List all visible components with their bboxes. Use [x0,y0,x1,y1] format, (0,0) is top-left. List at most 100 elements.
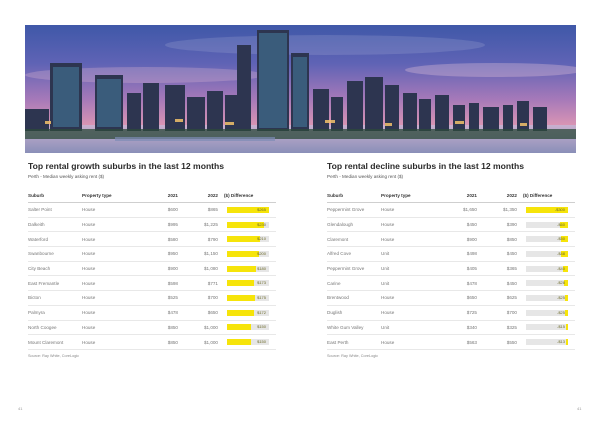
difference-cell: -$25 [523,290,575,306]
difference-cell: -$300 [523,202,575,218]
difference-cell: -$40 [523,261,575,277]
difference-bar-fill [564,294,568,301]
difference-bar-fill [227,236,261,243]
table-row: Dalkeith House $995 $1,225 $230 [28,217,276,233]
suburb-cell: White Gum Valley [327,320,381,336]
property-type-cell: Unit [381,246,455,262]
property-type-cell: House [82,275,156,292]
suburb-cell: Duglish [327,305,381,321]
difference-value: $265 [257,206,266,212]
difference-value: -$25 [556,309,565,315]
suburb-cell: East Fremantle [28,275,82,292]
value-2022-cell: $450 [483,246,523,262]
decline-source: Source: Ray White, CoreLogic [327,354,379,358]
table-row: Swanbourne House $950 $1,150 $200 [28,246,276,262]
difference-cell: $150 [224,334,276,350]
property-type-cell: House [381,202,455,218]
table-row: Bicton House $525 $700 $175 [28,290,276,306]
difference-value: -$60 [556,221,565,227]
suburb-cell: Dalkeith [28,217,82,233]
difference-bar-fill [559,221,568,228]
value-2022-cell: $1,150 [184,246,224,262]
difference-value: $150 [257,339,266,345]
difference-bar: -$40 [526,265,568,272]
growth-title: Top rental growth suburbs in the last 12… [28,161,225,171]
difference-cell: $210 [224,231,276,248]
table-header-row: Suburb Property type 2021 2022 ($) Diffe… [28,189,276,203]
table-row: East Fremantle House $598 $771 $173 [28,275,276,292]
difference-value: -$25 [556,294,565,300]
table-row: Brentwood House $650 $625 -$25 [327,290,575,306]
difference-value: -$48 [556,250,565,256]
table-row: Carine Unit $478 $450 -$28 [327,275,575,292]
value-2022-cell: $1,080 [184,261,224,277]
difference-value: $200 [257,250,266,256]
property-type-cell: House [82,320,156,336]
difference-bar: $150 [227,339,269,346]
growth-subtitle: Perth - Median weekly asking rent ($) [28,174,105,179]
value-2022-cell: $650 [184,305,224,321]
table-row: Peppermint Grove House $1,650 $1,350 -$300 [327,202,575,218]
difference-bar-fill [562,265,568,272]
difference-cell: $173 [224,275,276,292]
header-suburb: Suburb [28,189,82,203]
difference-value: $150 [257,324,266,330]
header-difference: ($) Difference [523,189,575,203]
property-type-cell: House [82,261,156,277]
difference-bar: $180 [227,265,269,272]
value-2022-cell: $450 [483,275,523,292]
suburb-cell: Waterford [28,231,82,248]
difference-cell: $172 [224,305,276,321]
difference-bar-fill [227,221,264,228]
difference-bar: $175 [227,294,269,301]
value-2021-cell: $900 [156,261,184,277]
difference-bar-fill [227,280,255,287]
suburb-cell: North Coogee [28,320,82,336]
value-2021-cell: $900 [455,231,483,248]
table-row: Claremont House $900 $850 -$50 [327,231,575,248]
difference-value: -$15 [556,324,565,330]
property-type-cell: House [381,290,455,306]
page-number-right: 41 [577,406,582,411]
difference-value: $180 [257,265,266,271]
table-row: City Beach House $900 $1,080 $180 [28,261,276,277]
table-row: Peppermint Grove Unit $405 $365 -$40 [327,261,575,277]
header-suburb: Suburb [327,189,381,203]
table-row: White Gum Valley Unit $340 $325 -$15 [327,320,575,336]
value-2022-cell: $865 [184,202,224,218]
value-2021-cell: $478 [455,275,483,292]
property-type-cell: House [381,231,455,248]
difference-bar: $230 [227,221,269,228]
difference-bar: -$48 [526,250,568,257]
difference-value: $175 [257,294,266,300]
table-row: Salter Point House $600 $865 $265 [28,202,276,218]
difference-bar: -$13 [526,339,568,346]
table-row: North Coogee House $850 $1,000 $150 [28,320,276,336]
difference-cell: -$28 [523,275,575,292]
table-row: Duglish House $725 $700 -$25 [327,305,575,321]
difference-bar: -$15 [526,324,568,331]
difference-cell: -$13 [523,334,575,350]
property-type-cell: House [82,202,156,218]
page-number-left: 41 [18,406,23,411]
growth-source: Source: Ray White, CoreLogic [28,354,80,358]
property-type-cell: House [82,305,156,321]
difference-value: $173 [257,280,266,286]
value-2021-cell: $450 [455,217,483,233]
value-2022-cell: $1,000 [184,320,224,336]
difference-cell: -$60 [523,217,575,233]
difference-bar-fill [565,324,568,331]
difference-value: $210 [257,236,266,242]
value-2022-cell: $771 [184,275,224,292]
value-2022-cell: $850 [483,231,523,248]
value-2022-cell: $1,225 [184,217,224,233]
suburb-cell: Peppermint Grove [327,202,381,218]
value-2021-cell: $525 [156,290,184,306]
difference-cell: $230 [224,217,276,233]
value-2021-cell: $725 [455,305,483,321]
difference-bar: -$300 [526,206,568,213]
difference-cell: $180 [224,261,276,277]
value-2021-cell: $650 [455,290,483,306]
suburb-cell: Glendalough [327,217,381,233]
suburb-cell: Peppermint Grove [327,261,381,277]
